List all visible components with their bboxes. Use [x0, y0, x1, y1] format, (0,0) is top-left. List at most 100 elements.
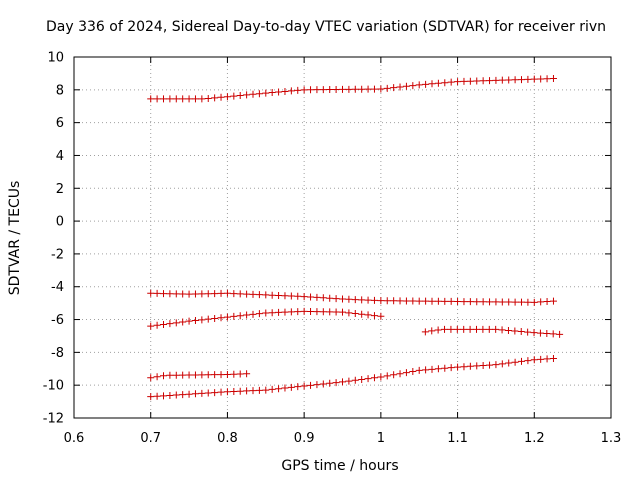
data-point-marker [530, 75, 538, 83]
data-point-marker [249, 387, 257, 395]
data-point-marker [236, 91, 244, 99]
data-point-marker [517, 328, 525, 336]
data-point-marker [556, 330, 564, 338]
data-point-marker [530, 356, 538, 364]
data-point-marker [345, 85, 353, 93]
data-point-marker [370, 296, 378, 304]
data-point-marker [428, 80, 436, 88]
data-point-marker [172, 371, 180, 379]
data-point-marker [524, 328, 532, 336]
data-point-marker [358, 310, 366, 318]
data-point-marker [230, 312, 238, 320]
data-point-marker [460, 325, 468, 333]
data-point-marker [319, 380, 327, 388]
data-point-marker [198, 316, 206, 324]
data-point-marker [300, 293, 308, 301]
data-point-marker [351, 376, 359, 384]
data-point-marker [422, 297, 430, 305]
grid-lines [74, 57, 611, 418]
data-point-marker [409, 297, 417, 305]
data-point-marker [518, 76, 525, 84]
data-point-marker [543, 75, 551, 83]
data-point-marker [147, 374, 155, 382]
data-point-marker [536, 329, 544, 337]
data-point-marker [166, 320, 174, 328]
data-point-marker [460, 298, 468, 306]
data-point-marker [518, 298, 525, 306]
data-point-marker [428, 327, 436, 335]
data-point-marker [230, 370, 238, 378]
data-point-marker [345, 309, 353, 317]
data-point-marker [179, 371, 187, 379]
data-point-marker [479, 77, 487, 85]
data-point-marker [447, 297, 455, 305]
data-point-marker [230, 290, 238, 298]
data-point-marker [243, 311, 251, 319]
data-point-marker [396, 370, 404, 378]
data-point-marker [441, 79, 449, 87]
data-point-marker [217, 371, 225, 379]
data-point-marker [243, 370, 251, 378]
y-tick-label: 0 [56, 215, 64, 230]
data-point-marker [390, 84, 398, 92]
data-point-marker [198, 290, 206, 298]
data-point-marker [211, 314, 219, 322]
data-point-marker [230, 92, 238, 100]
data-point-marker [287, 87, 295, 95]
x-axis-label: GPS time / hours [281, 458, 398, 474]
data-point-marker [160, 95, 167, 103]
data-point-marker [262, 89, 270, 97]
data-point-marker [185, 371, 193, 379]
data-point-marker [147, 95, 155, 103]
data-point-marker [185, 390, 193, 398]
data-point-marker [166, 95, 174, 103]
data-point-marker [243, 91, 251, 99]
data-point-marker [472, 325, 480, 333]
data-point-marker [191, 317, 199, 325]
data-point-marker [160, 290, 167, 298]
data-point-marker [185, 95, 193, 103]
data-point-marker [313, 308, 321, 316]
data-point-marker [370, 374, 378, 382]
data-point-marker [339, 308, 346, 316]
data-point-marker [281, 292, 289, 300]
data-point-marker [511, 76, 519, 84]
data-point-marker [466, 77, 474, 85]
data-point-marker [262, 309, 270, 317]
data-point-marker [153, 321, 161, 329]
data-point-marker [275, 308, 283, 316]
x-tick-label: 1 [377, 431, 385, 446]
data-point-marker [255, 310, 263, 318]
data-point-marker [473, 298, 481, 306]
data-point-marker [543, 355, 551, 363]
data-point-marker [217, 93, 225, 101]
data-point-marker [390, 371, 398, 379]
data-point-marker [454, 78, 462, 86]
data-point-marker [294, 383, 302, 391]
data-point-marker [505, 359, 513, 367]
data-point-marker [498, 326, 506, 334]
data-point-marker [428, 365, 436, 373]
data-point-marker [549, 330, 557, 338]
data-point-marker [300, 382, 308, 390]
data-point-marker [396, 83, 404, 91]
data-point-marker [332, 295, 340, 303]
data-point-marker [211, 389, 219, 397]
data-point-marker [364, 296, 372, 304]
data-point-marker [364, 375, 372, 383]
data-point-marker [339, 295, 346, 303]
data-point-marker [326, 308, 334, 316]
data-point-marker [268, 291, 276, 299]
data-point-marker [160, 372, 167, 380]
data-point-marker [524, 357, 532, 365]
data-point-marker [485, 325, 493, 333]
data-point-marker [153, 95, 161, 103]
data-point-marker [466, 325, 474, 333]
data-point-marker [172, 290, 180, 298]
data-point-marker [479, 325, 487, 333]
data-point-marker [153, 289, 161, 297]
data-point-marker [249, 290, 257, 298]
data-point-marker [147, 393, 155, 401]
data-point-marker [422, 366, 430, 374]
data-point-marker [492, 298, 500, 306]
